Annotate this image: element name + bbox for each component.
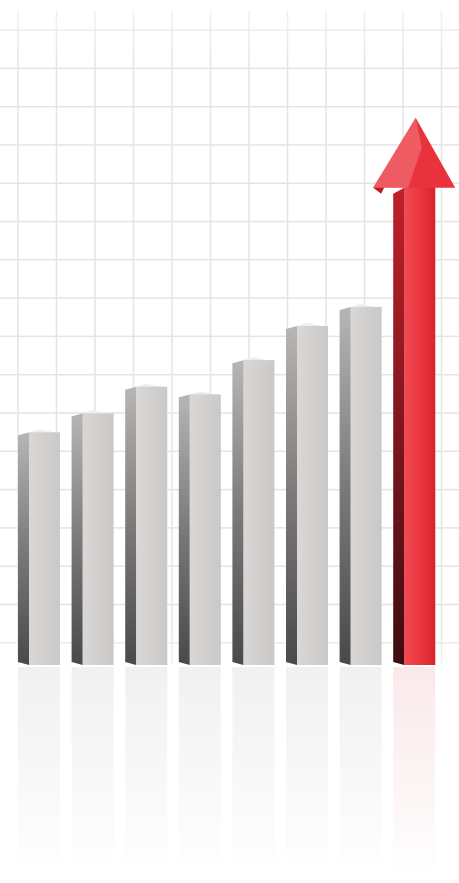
arrow-shade [404, 187, 436, 666]
bar-shade [350, 307, 382, 665]
bar-shade [136, 386, 168, 665]
bar-side [339, 307, 351, 665]
bar-shade [189, 394, 221, 665]
bar-side [125, 386, 137, 665]
bar-side [286, 326, 297, 665]
grid-fade [0, 0, 459, 690]
bar-side [178, 394, 190, 665]
bar-side [18, 432, 29, 665]
bar-side [232, 360, 244, 665]
bar-shade [82, 413, 114, 665]
bar-shade [243, 360, 275, 665]
bars [18, 117, 456, 666]
bar-side [71, 413, 83, 665]
bar-shade [29, 432, 60, 665]
arrow-side [393, 187, 405, 666]
arrow-highlight [373, 117, 422, 188]
reflection-fade [0, 665, 459, 883]
bar-shade [297, 326, 328, 665]
